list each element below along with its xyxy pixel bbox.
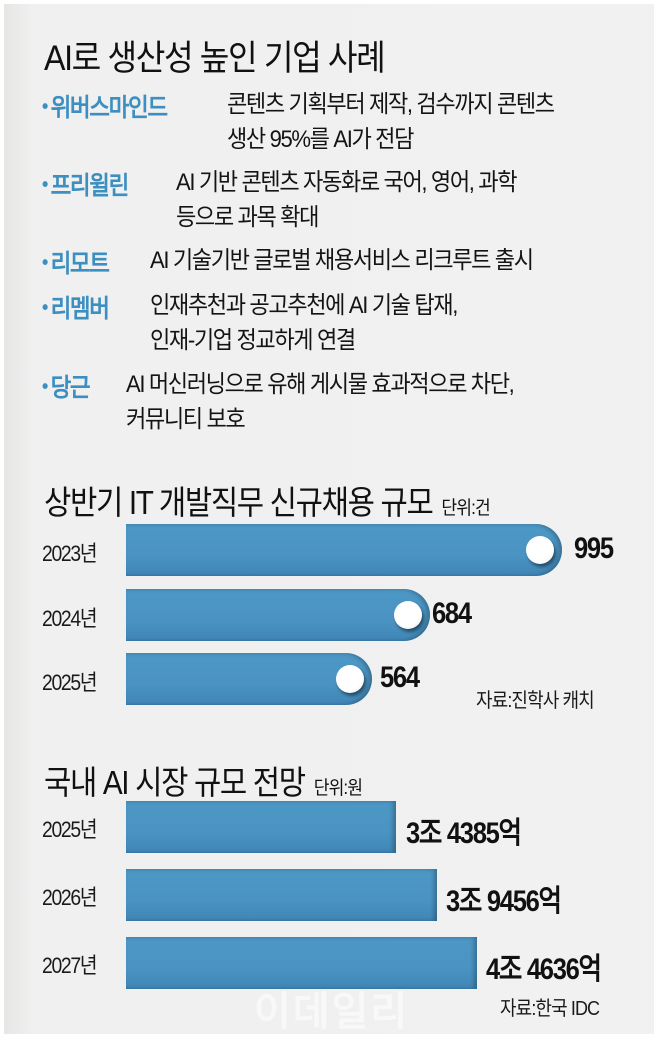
ai-market-year-label: 2026년	[42, 885, 98, 910]
watermark: 이데일리	[254, 990, 410, 1034]
company-name: • 위버스마인드	[42, 94, 168, 122]
ai-market-chart-unit: 단위:원	[313, 778, 363, 799]
slider-knob-icon	[394, 601, 422, 629]
company-name: • 리모트	[42, 250, 110, 278]
ai-market-value: 3조 9456억	[446, 885, 562, 918]
ai-market-chart-title: 국내 AI 시장 규모 전망 단위:원	[44, 764, 363, 801]
ai-market-value: 3조 4385억	[406, 817, 522, 850]
case-description: AI 머신러닝으로 유해 게시물 효과적으로 차단, 커뮤니티 보호	[126, 371, 515, 433]
bullet-icon: •	[42, 252, 48, 274]
company-name: • 당근	[42, 374, 91, 402]
case-description: 콘텐츠 기획부터 제작, 검수까지 콘텐츠 생산 95%를 AI가 전담	[227, 91, 555, 153]
case-description: AI 기반 콘텐츠 자동화로 국어, 영어, 과학 등으로 과목 확대	[176, 169, 518, 231]
infographic-card: AI로 생산성 높인 기업 사례 • 위버스마인드 콘텐츠 기획부터 제작, 검수…	[4, 4, 654, 1034]
hiring-bar-2023	[126, 524, 562, 576]
bullet-icon: •	[42, 96, 48, 118]
slider-knob-icon	[526, 536, 554, 564]
hiring-chart-unit: 단위:건	[441, 498, 490, 519]
ai-market-source: 자료:한국 IDC	[500, 998, 600, 1020]
hiring-year-label: 2025년	[42, 670, 98, 695]
company-name: • 프리윌린	[42, 172, 129, 200]
hiring-value: 564	[380, 661, 420, 694]
ai-market-bar-2027	[126, 937, 477, 989]
case-description: 인재추천과 공고추천에 AI 기술 탑재, 인재-기업 정교하게 연결	[150, 292, 458, 354]
bullet-icon: •	[42, 297, 48, 319]
hiring-bar-2025	[126, 653, 372, 705]
hiring-source: 자료:진학사 캐치	[476, 690, 595, 712]
slider-knob-icon	[336, 665, 364, 693]
hiring-bar-2024	[126, 589, 430, 641]
ai-market-bar-2026	[126, 869, 437, 921]
company-name: • 리멤버	[42, 295, 110, 323]
hiring-year-label: 2024년	[42, 606, 98, 631]
ai-market-value: 4조 4636억	[486, 953, 602, 986]
bullet-icon: •	[42, 376, 48, 398]
hiring-year-label: 2023년	[42, 541, 98, 566]
ai-market-year-label: 2025년	[42, 817, 98, 842]
bullet-icon: •	[42, 174, 48, 196]
ai-market-bar-2025	[126, 801, 396, 853]
hiring-value: 995	[574, 532, 614, 565]
hiring-value: 684	[432, 597, 472, 630]
main-title: AI로 생산성 높인 기업 사례	[44, 39, 386, 78]
ai-market-year-label: 2027년	[42, 953, 98, 978]
case-description: AI 기술기반 글로벌 채용서비스 리크루트 출시	[150, 247, 534, 274]
hiring-chart-title: 상반기 IT 개발직무 신규채용 규모 단위:건	[44, 484, 491, 521]
